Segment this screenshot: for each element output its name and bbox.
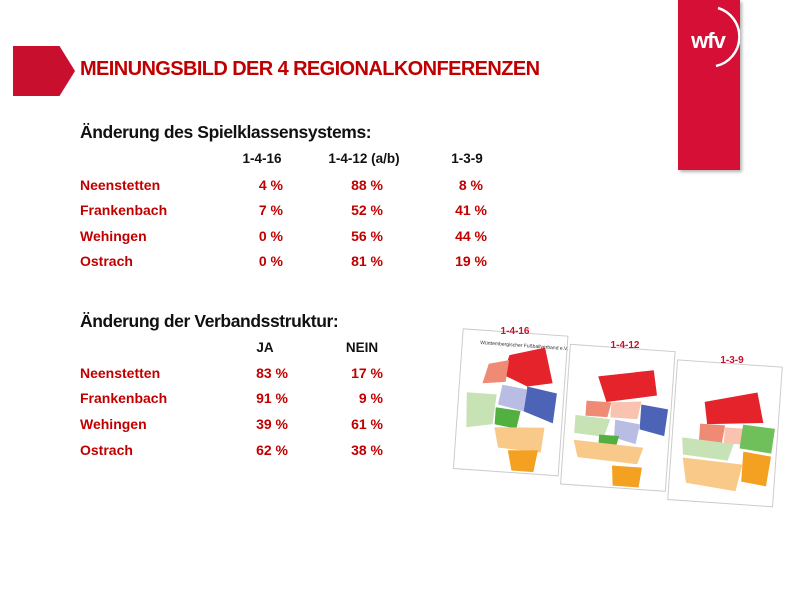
column-header: 1-4-16 [242,151,282,166]
slide-title: MEINUNGSBILD DER 4 REGIONALKONFERENZEN [80,58,540,80]
map-1-3-9 [667,359,783,508]
row-label: Ostrach [80,442,133,458]
row-label: Frankenbach [80,202,168,218]
column-header: 1-3-9 [451,151,483,166]
map-1-4-16: Württembergischer Fußballverband e.V. [452,328,569,477]
cell-value: 4 % [258,177,283,193]
svg-text:wfv: wfv [690,28,726,53]
cell-value: 41 % [455,202,487,218]
section-heading-verbandsstruktur: Änderung der Verbandsstruktur: [80,311,339,331]
cell-value: 91 % [256,390,288,406]
cell-value: 56 % [351,228,383,244]
column-header: JA [256,340,274,355]
cell-value: 39 % [256,416,288,432]
row-label: Wehingen [80,416,147,432]
cell-value: 61 % [351,416,383,432]
cell-value: 38 % [351,442,383,458]
league-maps-image: Württembergischer Fußballverband e.V. [445,318,795,528]
map-label: 1-4-12 [611,340,640,351]
row-label: Neenstetten [80,365,161,381]
cell-value: 7 % [258,202,283,218]
row-label: Wehingen [80,228,147,244]
map-1-4-12 [560,343,676,492]
section-heading-spielklassen: Änderung des Spielklassensystems: [80,122,372,142]
map-label: 1-3-9 [720,355,744,366]
row-label: Neenstetten [80,177,161,193]
map-label: 1-4-16 [501,326,530,337]
cell-value: 62 % [256,442,288,458]
cell-value: 44 % [455,228,487,244]
cell-value: 88 % [351,177,383,193]
cell-value: 83 % [256,365,288,381]
cell-value: 81 % [351,253,383,269]
row-label: Ostrach [80,253,133,269]
cell-value: 19 % [455,253,487,269]
cell-value: 0 % [258,253,283,269]
cell-value: 8 % [458,177,483,193]
title-arrow-shape [13,46,75,96]
column-header: 1-4-12 (a/b) [328,151,400,166]
cell-value: 9 % [358,390,383,406]
row-label: Frankenbach [80,390,168,406]
wfv-logo: wfv [678,0,740,170]
cell-value: 0 % [258,228,283,244]
column-header: NEIN [345,340,379,355]
cell-value: 52 % [351,202,383,218]
cell-value: 17 % [351,365,383,381]
